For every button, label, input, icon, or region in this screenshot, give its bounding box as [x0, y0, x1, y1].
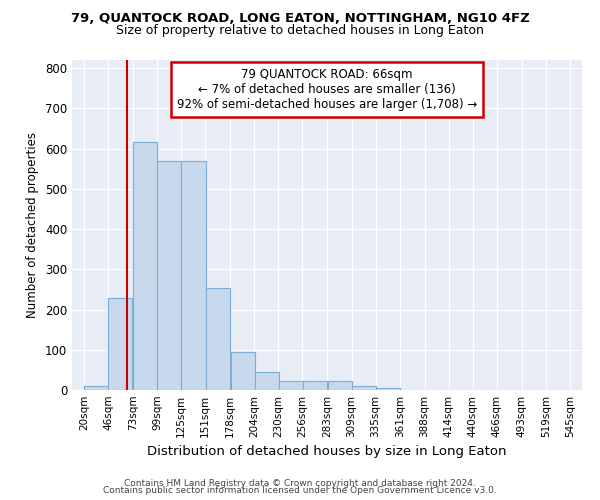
Bar — [181, 162, 206, 390]
Text: 79 QUANTOCK ROAD: 66sqm
← 7% of detached houses are smaller (136)
92% of semi-de: 79 QUANTOCK ROAD: 66sqm ← 7% of detached… — [177, 68, 477, 112]
Bar — [230, 352, 254, 390]
Text: Contains public sector information licensed under the Open Government Licence v3: Contains public sector information licen… — [103, 486, 497, 495]
Bar — [328, 381, 352, 390]
Bar — [84, 386, 109, 390]
Bar — [254, 372, 278, 390]
Bar — [352, 386, 376, 390]
Bar — [303, 381, 327, 390]
Bar — [376, 388, 400, 390]
Text: Contains HM Land Registry data © Crown copyright and database right 2024.: Contains HM Land Registry data © Crown c… — [124, 478, 476, 488]
Bar — [157, 162, 181, 390]
Bar — [278, 381, 303, 390]
X-axis label: Distribution of detached houses by size in Long Eaton: Distribution of detached houses by size … — [147, 446, 507, 458]
Text: Size of property relative to detached houses in Long Eaton: Size of property relative to detached ho… — [116, 24, 484, 37]
Y-axis label: Number of detached properties: Number of detached properties — [26, 132, 40, 318]
Bar — [133, 142, 157, 390]
Text: 79, QUANTOCK ROAD, LONG EATON, NOTTINGHAM, NG10 4FZ: 79, QUANTOCK ROAD, LONG EATON, NOTTINGHA… — [71, 12, 529, 26]
Bar — [206, 288, 230, 390]
Bar — [109, 298, 133, 390]
